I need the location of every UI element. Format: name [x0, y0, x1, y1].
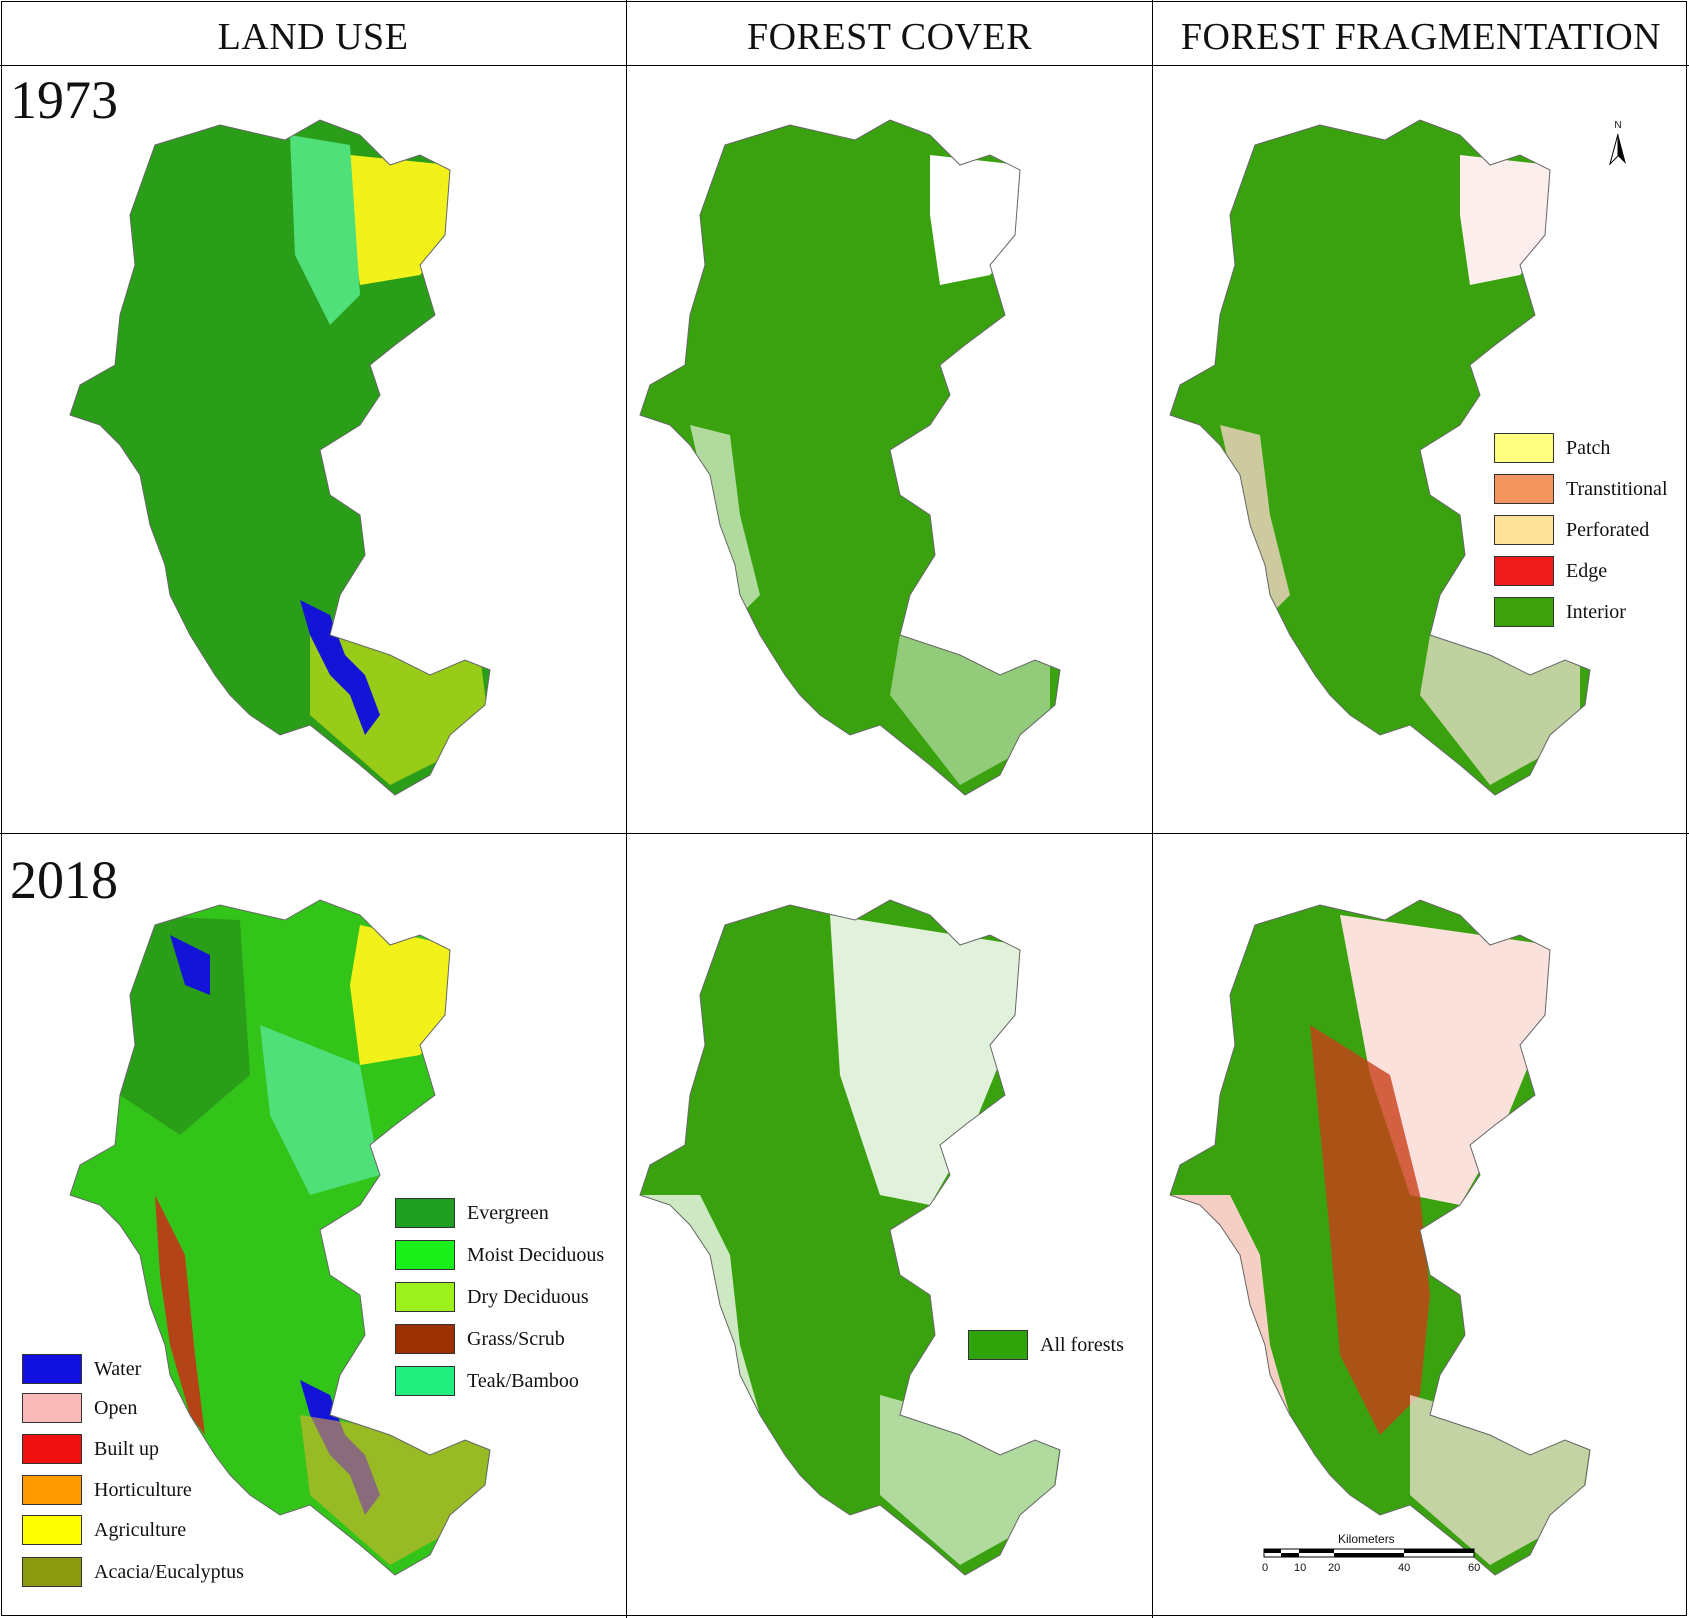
legend-label: Transtitional: [1566, 478, 1668, 500]
column-title-forest-cover: FOREST COVER: [746, 16, 1033, 58]
legend-swatch: [22, 1354, 82, 1384]
year-label-1973: 1973: [10, 70, 118, 130]
reservoir: [300, 600, 380, 735]
scale-bar: Kilometers 0 10 20 40 60: [1262, 1532, 1482, 1582]
north-arrow-icon: N: [1606, 120, 1630, 170]
legend-label: Dry Deciduous: [467, 1286, 589, 1308]
map-forest-fragmentation-2018: [1160, 875, 1630, 1595]
legend-swatch: [1494, 474, 1554, 504]
column-divider: [1152, 0, 1153, 1618]
teak-zone: [290, 135, 360, 325]
map-land-use-2018: [60, 875, 530, 1595]
legend-swatch: [22, 1434, 82, 1464]
edge-area: [1310, 1025, 1430, 1435]
legend-label: Evergreen: [467, 1202, 549, 1224]
evergreen-zone: [120, 915, 250, 1135]
agriculture-zone: [350, 925, 450, 1065]
perforated-area: [1420, 635, 1580, 785]
legend-swatch: [968, 1330, 1028, 1360]
reservoir: [170, 935, 210, 995]
legend-label: Horticulture: [94, 1479, 192, 1501]
column-title-land-use: LAND USE: [217, 16, 409, 58]
map-forest-cover-2018: [630, 875, 1100, 1595]
legend-label: Grass/Scrub: [467, 1328, 565, 1350]
legend-swatch: [395, 1198, 455, 1228]
north-label: N: [1614, 120, 1622, 131]
legend-label: All forests: [1040, 1334, 1124, 1356]
scale-tick: 60: [1468, 1562, 1481, 1574]
legend-swatch: [1494, 597, 1554, 627]
non-forest-area: [1460, 155, 1550, 285]
legend-label: Agriculture: [94, 1519, 187, 1541]
column-title-forest-fragmentation: FOREST FRAGMENTATION: [1180, 16, 1662, 58]
year-label-2018: 2018: [10, 850, 118, 910]
legend-swatch: [395, 1366, 455, 1396]
non-forest-area: [880, 1395, 1060, 1565]
legend-label: Teak/Bamboo: [467, 1370, 579, 1392]
header-divider: [0, 65, 1689, 66]
legend-swatch: [22, 1475, 82, 1505]
scale-bar-graphic: [1263, 1548, 1475, 1558]
legend-swatch: [22, 1557, 82, 1587]
agriculture-zone: [350, 155, 450, 285]
map-forest-fragmentation-1973: [1160, 95, 1630, 815]
teak-zone: [260, 1025, 380, 1195]
legend-label: Open: [94, 1397, 138, 1419]
scale-title: Kilometers: [1338, 1532, 1395, 1546]
non-forest-area: [830, 915, 1020, 1205]
legend-swatch: [1494, 433, 1554, 463]
legend-label: Patch: [1566, 437, 1611, 459]
horticulture-zone: [300, 1415, 490, 1565]
legend-label: Perforated: [1566, 519, 1650, 541]
built-up-zone: [155, 1195, 205, 1435]
legend-swatch: [395, 1324, 455, 1354]
legend-swatch: [22, 1393, 82, 1423]
legend-label: Interior: [1566, 601, 1626, 623]
scale-tick: 20: [1328, 1562, 1341, 1574]
scale-tick: 40: [1398, 1562, 1411, 1574]
non-forest-area: [890, 635, 1050, 785]
legend-swatch: [22, 1515, 82, 1545]
column-divider: [626, 0, 627, 1618]
legend-label: Edge: [1566, 560, 1608, 582]
legend-label: Moist Deciduous: [467, 1244, 605, 1266]
north-arrow-glyph: [1609, 133, 1626, 166]
scale-tick: 10: [1294, 1562, 1307, 1574]
map-forest-cover-1973: [630, 95, 1100, 815]
legend-swatch: [1494, 556, 1554, 586]
legend-label: Acacia/Eucalyptus: [94, 1561, 244, 1583]
legend-swatch: [395, 1282, 455, 1312]
legend-label: Built up: [94, 1438, 160, 1460]
non-forest-area: [930, 155, 1020, 285]
map-land-use-1973: [60, 95, 530, 815]
row-divider: [0, 833, 1689, 834]
scale-tick: 0: [1262, 1562, 1269, 1574]
legend-swatch: [1494, 515, 1554, 545]
legend-label: Water: [94, 1358, 142, 1380]
legend-swatch: [395, 1240, 455, 1270]
